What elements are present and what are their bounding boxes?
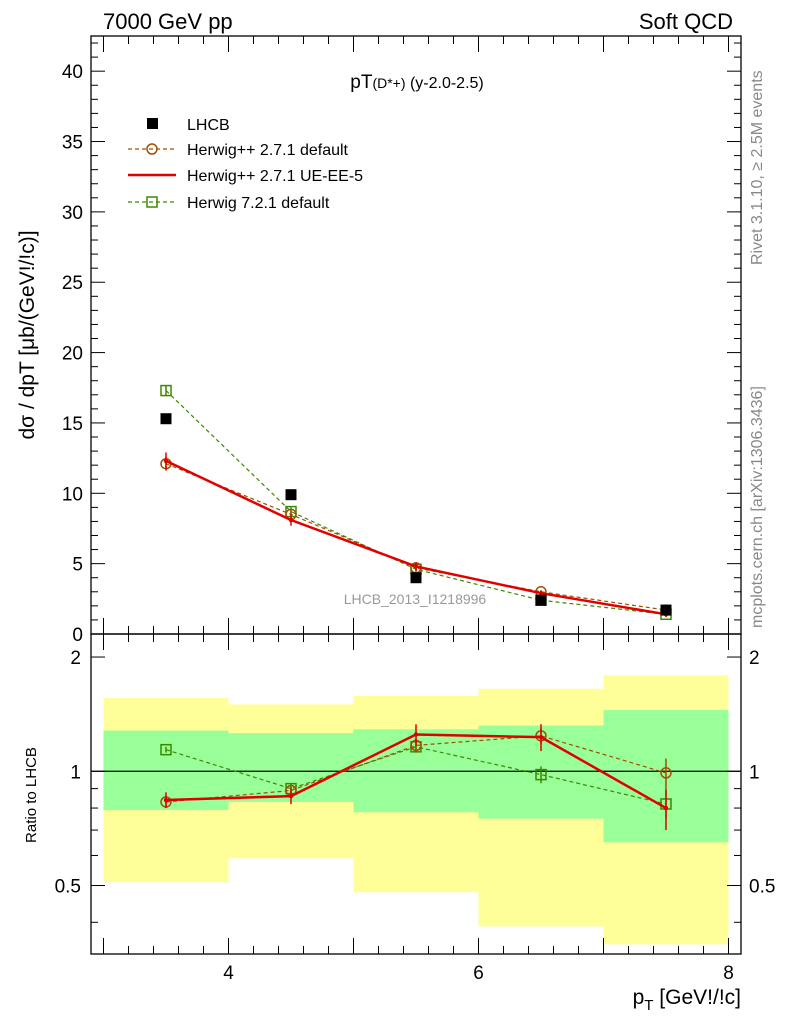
ratio-y-label: Ratio to LHCB (23, 747, 40, 843)
ratio-series (160, 724, 672, 831)
ratio-x-tick-label: 8 (723, 963, 734, 984)
ratio-herwig-2-7-1-ue-ee-5-point (163, 797, 169, 803)
main-title-sub: (D*+) (372, 75, 405, 91)
main-y-tick-label: 15 (62, 414, 83, 435)
legend-label-herwig7: Herwig 7.2.1 default (187, 195, 330, 212)
legend-label-lhcb: LHCB (187, 117, 230, 134)
legend-item-herwig7: Herwig 7.2.1 default (128, 195, 330, 212)
header-left-title: 7000 GeV pp (103, 9, 233, 34)
main-herwig-2-7-1-ue-ee-5-point (413, 564, 419, 569)
main-herwig-2-7-1-ue-ee-5-point (538, 590, 544, 596)
legend-label-herwigpp-default: Herwig++ 2.7.1 default (187, 142, 349, 159)
main-herwig-7-2-1-default-point (160, 384, 172, 397)
main-lhcb-point (660, 604, 672, 616)
main-herwig-2-7-1-ue-ee-5-point (288, 517, 294, 523)
ratio-panel: 4 6 8 0.5 0.5 1 1 2 2 Ratio to LHCB pT [GeV!/!c] (23, 633, 775, 1014)
legend-marker-herwigpp-default (146, 143, 158, 155)
ratio-bands (103, 675, 729, 945)
main-y-tick-label: 20 (62, 344, 83, 365)
main-title-rest: (y-2.0-2.5) (406, 75, 484, 92)
ratio-herwig-2-7-1-ue-ee-5-point (663, 805, 669, 811)
x-axis-label-sub: T (644, 997, 653, 1014)
main-herwig-2-7-1-ue-ee-5-point (163, 458, 169, 464)
x-axis-label-rest: [GeV!/!c] (653, 986, 741, 1009)
legend-item-herwigpp-ueee5: Herwig++ 2.7.1 UE-EE-5 (128, 168, 363, 185)
main-panel: LHCB_2013_I1218996 0 5 10 15 20 25 30 35 40 pT(D… (16, 35, 742, 646)
ratio-y-tick-label-right: 0.5 (749, 877, 775, 898)
ratio-herwig-2-7-1-ue-ee-5-point (413, 732, 419, 737)
legend-label-herwigpp-ueee5: Herwig++ 2.7.1 UE-EE-5 (187, 168, 363, 185)
ratio-y-tick-label: 1 (70, 762, 81, 783)
main-y-tick-label: 25 (62, 273, 83, 294)
ratio-herwig-2-7-1-ue-ee-5-point (538, 734, 544, 740)
ratio-x-tick-label: 4 (223, 963, 234, 984)
main-lhcb-point (285, 489, 297, 501)
main-lhcb-point (160, 413, 172, 425)
main-y-ticks: 0 5 10 15 20 25 30 35 40 (62, 36, 741, 646)
main-herwig-2-7-1-default-line (165, 463, 667, 611)
legend-marker-herwig7 (146, 196, 158, 208)
main-y-tick-label: 0 (72, 625, 83, 646)
x-axis-label: pT [GeV!/!c] (633, 986, 741, 1014)
ratio-y-tick-label: 0.5 (55, 877, 81, 898)
ratio-frame (90, 633, 742, 955)
main-series (160, 384, 672, 621)
ratio-ticks: 4 6 8 0.5 0.5 1 1 2 2 (55, 634, 775, 984)
main-title-main: pT (350, 72, 373, 93)
main-y-tick-label: 40 (62, 62, 83, 83)
main-y-tick-label: 10 (62, 484, 83, 505)
main-y-tick-label: 35 (62, 133, 83, 154)
ratio-y-tick-label-right: 1 (749, 762, 760, 783)
ratio-herwig-7-2-1-default-point (535, 768, 547, 781)
main-lhcb-point (410, 572, 422, 584)
header-right-title: Soft QCD (639, 9, 733, 34)
x-axis-label-main: p (633, 986, 645, 1009)
rivet-label: Rivet 3.1.10, ≥ 2.5M events (749, 70, 766, 265)
legend: LHCB Herwig++ 2.7.1 default Herwig++ 2.7… (128, 117, 363, 212)
ratio-herwig-2-7-1-default-point (660, 767, 672, 779)
ratio-herwig-7-2-1-default-point (160, 743, 172, 756)
legend-item-herwigpp-default: Herwig++ 2.7.1 default (128, 142, 349, 159)
main-y-label: dσ / dpT [μb/(GeV!/!c)] (16, 230, 39, 439)
main-watermark: LHCB_2013_I1218996 (344, 591, 487, 607)
legend-marker-lhcb (147, 118, 158, 129)
mcplots-label: mcplots.cern.ch [arXiv:1306.3436] (749, 386, 766, 628)
ratio-x-tick-label: 6 (473, 963, 484, 984)
main-lhcb-point (535, 594, 547, 606)
ratio-herwig-2-7-1-ue-ee-5-point (288, 793, 294, 799)
main-y-tick-label: 30 (62, 203, 83, 224)
legend-item-lhcb: LHCB (147, 117, 230, 134)
ratio-y-tick-label: 2 (70, 648, 81, 669)
ratio-herwig-2-7-1-default-line (165, 735, 667, 803)
ratio-y-tick-label-right: 2 (749, 648, 760, 669)
main-y-tick-label: 5 (72, 555, 83, 576)
main-title: pT(D*+) (y-2.0-2.5) (350, 72, 484, 93)
